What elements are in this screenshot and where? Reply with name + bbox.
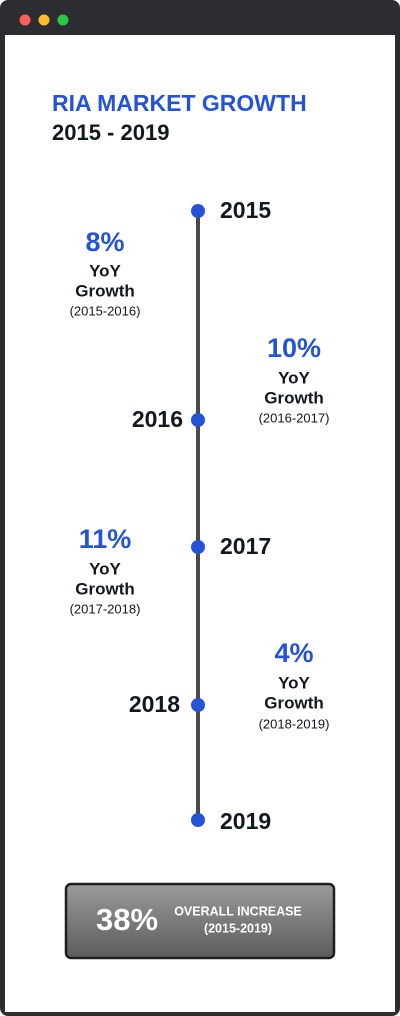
growth-label: Growth xyxy=(75,579,135,598)
growth-period: (2017-2018) xyxy=(70,601,141,616)
growth-value: 11% xyxy=(79,524,132,554)
year-label: 2015 xyxy=(220,197,271,223)
year-label: 2018 xyxy=(129,691,180,717)
growth-period: (2016-2017) xyxy=(259,410,330,425)
growth-label: Growth xyxy=(264,693,324,712)
growth-label: Growth xyxy=(75,281,135,300)
timeline-dots xyxy=(191,204,205,827)
minimize-button[interactable] xyxy=(38,14,50,26)
year-label: 2019 xyxy=(220,808,271,834)
growth-block: 4% YoY Growth (2018-2019) xyxy=(259,638,330,731)
summary-period: (2015-2019) xyxy=(204,921,272,935)
growth-value: 10% xyxy=(267,333,321,363)
growth-block: 11% YoY Growth (2017-2018) xyxy=(70,524,141,616)
year-label: 2017 xyxy=(220,533,271,559)
growth-label: YoY xyxy=(278,368,310,387)
growth-period: (2018-2019) xyxy=(259,716,330,731)
timeline-dot xyxy=(191,413,205,427)
growth-block: 10% YoY Growth (2016-2017) xyxy=(259,333,330,425)
title: RIA MARKET GROWTH xyxy=(52,90,307,116)
growth-label: YoY xyxy=(89,261,121,280)
summary-value: 38% xyxy=(96,902,158,937)
timeline-dot xyxy=(191,698,205,712)
summary-label: OVERALL INCREASE xyxy=(174,904,302,918)
subtitle: 2015 - 2019 xyxy=(52,120,169,145)
growth-label: YoY xyxy=(89,559,121,578)
growth-value: 4% xyxy=(274,638,313,668)
growth-value: 8% xyxy=(85,227,124,257)
summary-box xyxy=(64,882,336,960)
growth-label: YoY xyxy=(278,673,310,692)
close-button[interactable] xyxy=(19,14,31,26)
maximize-button[interactable] xyxy=(57,14,69,26)
timeline-dot xyxy=(191,813,205,827)
growth-block: 8% YoY Growth (2015-2016) xyxy=(70,227,141,318)
growth-label: Growth xyxy=(264,388,324,407)
timeline-dot xyxy=(191,540,205,554)
growth-period: (2015-2016) xyxy=(70,303,141,318)
timeline-dot xyxy=(191,204,205,218)
year-label: 2016 xyxy=(132,406,183,432)
